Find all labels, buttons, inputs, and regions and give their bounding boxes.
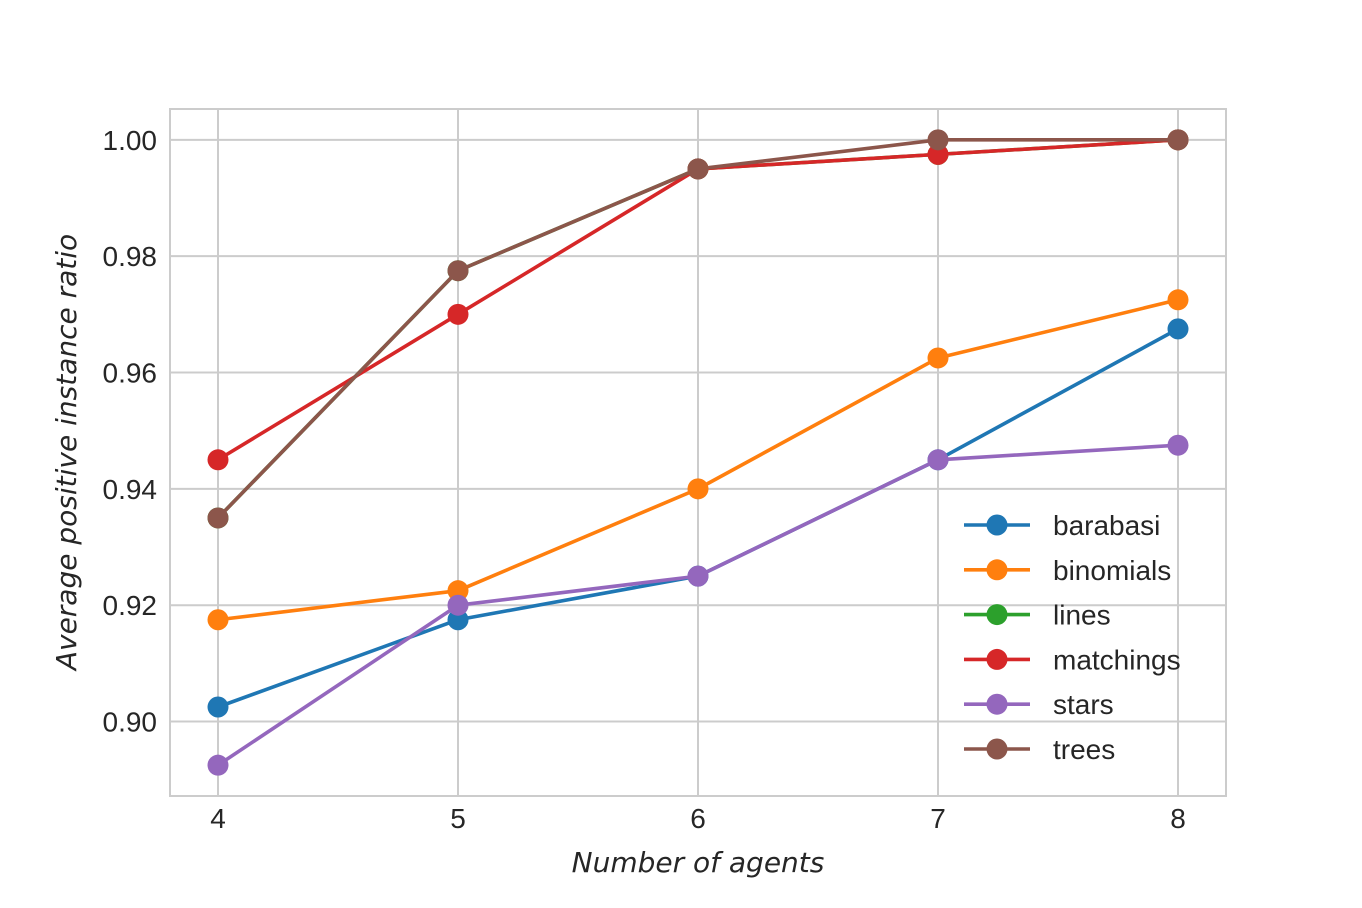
data-point-trees [447, 260, 469, 282]
data-point-stars [447, 594, 469, 616]
data-point-barabasi [447, 609, 469, 631]
tick-labels: 4 5 6 7 8 0.90 0.92 0.94 0.96 0.98 1.00 [103, 125, 1186, 834]
data-point-binomials [207, 609, 229, 631]
legend-item-stars: stars [964, 689, 1114, 720]
legend-item-matchings: matchings [964, 644, 1181, 675]
legend-marker [986, 693, 1008, 715]
x-tick-label: 6 [690, 803, 706, 834]
data-point-stars [687, 565, 709, 587]
legend-label: lines [1053, 600, 1111, 631]
data-point-matchings [447, 303, 469, 325]
x-tick-label: 7 [930, 803, 946, 834]
legend-item-trees: trees [964, 734, 1115, 765]
x-tick-label: 8 [1170, 803, 1186, 834]
legend: barabasi binomials lines matchings stars tree… [964, 510, 1181, 765]
data-point-trees [207, 507, 229, 529]
series [207, 129, 1189, 776]
y-tick-label: 0.98 [103, 241, 158, 272]
data-point-binomials [1167, 289, 1189, 311]
data-point-trees [687, 158, 709, 180]
data-point-trees [1167, 129, 1189, 151]
data-point-barabasi [207, 696, 229, 718]
legend-label: stars [1053, 689, 1114, 720]
y-axis-label: Average positive instance ratio [50, 234, 83, 672]
legend-marker [986, 514, 1008, 536]
legend-label: barabasi [1053, 510, 1160, 541]
series-trees [207, 129, 1189, 529]
x-tick-label: 5 [450, 803, 466, 834]
data-point-trees [927, 129, 949, 151]
y-tick-label: 0.94 [103, 474, 158, 505]
legend-marker [986, 738, 1008, 760]
plot-frame [169, 108, 1227, 797]
x-axis-label: Number of agents [572, 846, 825, 879]
data-point-matchings [927, 143, 949, 165]
data-point-barabasi [1167, 318, 1189, 340]
legend-marker [986, 604, 1008, 626]
legend-label: matchings [1053, 644, 1181, 675]
series-binomials [207, 289, 1189, 631]
y-tick-label: 0.96 [103, 358, 158, 389]
y-tick-label: 0.92 [103, 590, 158, 621]
legend-marker [986, 648, 1008, 670]
legend-item-lines: lines [964, 600, 1111, 631]
legend-label: trees [1053, 734, 1115, 765]
data-point-binomials [687, 478, 709, 500]
legend-label: binomials [1053, 555, 1171, 586]
x-tick-label: 4 [210, 803, 226, 834]
legend-item-barabasi: barabasi [964, 510, 1160, 541]
data-point-stars [1167, 434, 1189, 456]
data-point-binomials [927, 347, 949, 369]
series-stars [207, 434, 1189, 776]
data-point-stars [207, 754, 229, 776]
data-point-matchings [207, 449, 229, 471]
legend-item-binomials: binomials [964, 555, 1171, 586]
legend-marker [986, 559, 1008, 581]
data-point-stars [927, 449, 949, 471]
y-tick-label: 1.00 [103, 125, 158, 156]
data-point-binomials [447, 580, 469, 602]
y-tick-label: 0.90 [103, 707, 158, 738]
